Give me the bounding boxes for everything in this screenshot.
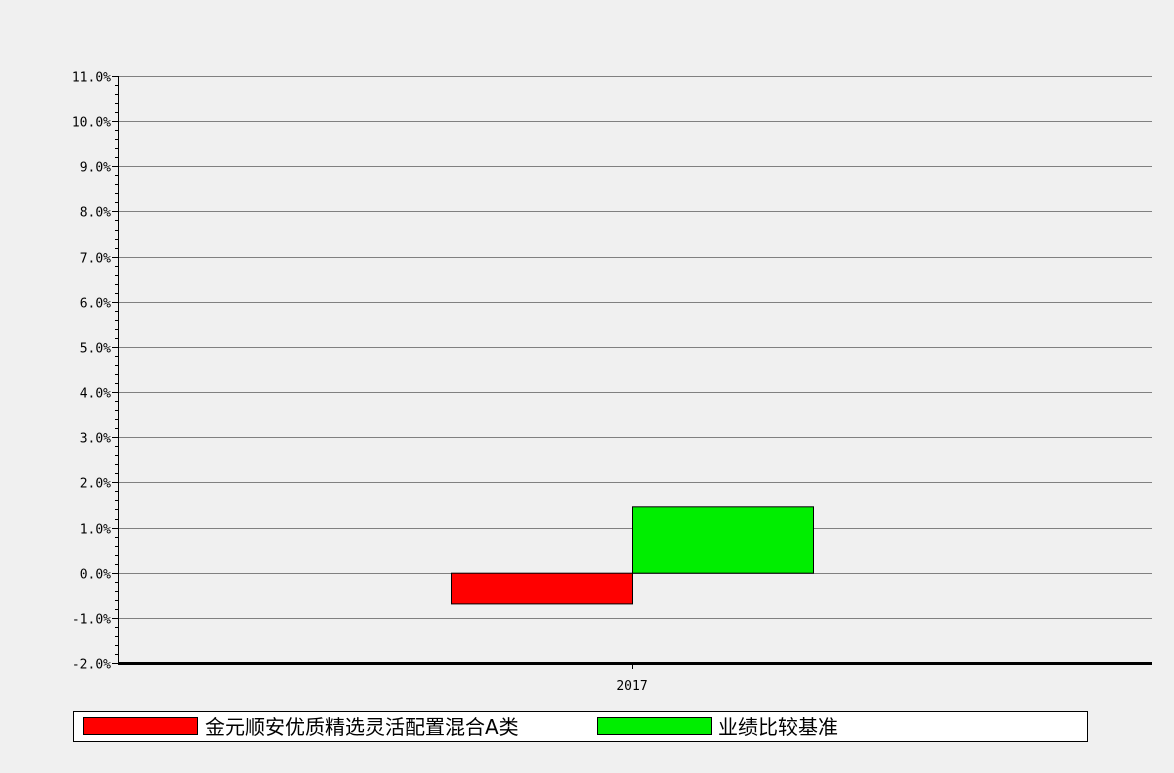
y-tick-label: -2.0% <box>72 658 111 673</box>
legend-label: 金元顺安优质精选灵活配置混合A类 <box>205 715 519 739</box>
y-tick-label: 6.0% <box>80 297 111 312</box>
bars <box>451 506 814 605</box>
y-tick-label: 10.0% <box>72 116 111 131</box>
legend-label: 业绩比较基准 <box>718 715 838 739</box>
legend-swatch <box>83 717 198 735</box>
y-tick-label: 11.0% <box>72 71 111 86</box>
y-tick-label: 9.0% <box>80 161 111 176</box>
y-axis: 11.0% 10.0% 9.0% 8.0% 7.0% 6.0% 5.0% 4.0% 3.0% 2.… <box>72 71 119 673</box>
legend-box <box>73 711 1088 742</box>
x-axis: 2017 <box>118 662 1152 694</box>
y-tick-label: 8.0% <box>80 206 111 221</box>
y-tick-label: 2.0% <box>80 477 111 492</box>
y-tick-label: 4.0% <box>80 387 111 402</box>
legend-swatch <box>597 717 712 735</box>
y-tick-label: -1.0% <box>72 613 111 628</box>
gridlines <box>118 76 1152 664</box>
bar <box>451 572 633 605</box>
legend: 金元顺安优质精选灵活配置混合A类 业绩比较基准 <box>73 711 1088 742</box>
bar <box>632 506 814 574</box>
x-tick-label: 2017 <box>616 679 647 694</box>
y-tick-label: 3.0% <box>80 432 111 447</box>
y-tick-label: 0.0% <box>80 568 111 583</box>
y-tick-label: 5.0% <box>80 342 111 357</box>
y-tick-label: 7.0% <box>80 252 111 267</box>
y-tick-label: 1.0% <box>80 523 111 538</box>
